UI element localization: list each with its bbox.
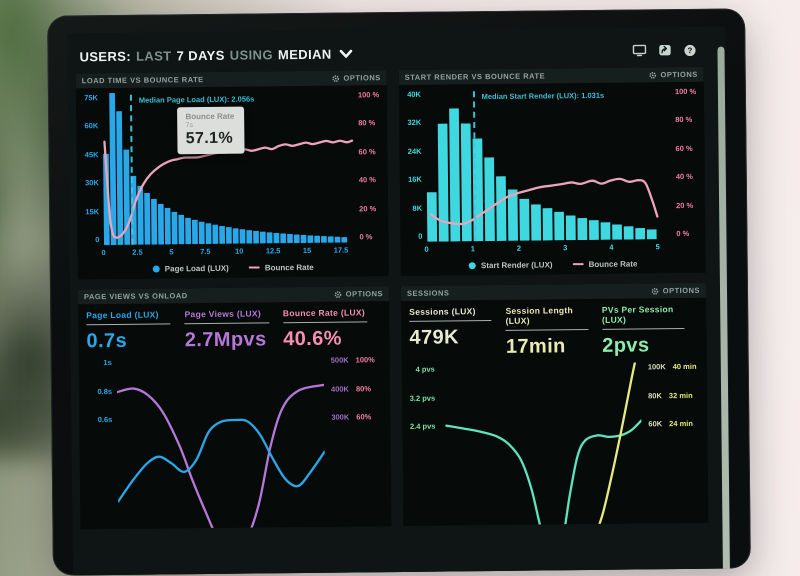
stat-label: Sessions (LUX) bbox=[409, 306, 491, 317]
load-time-histogram[interactable]: Median Page Load (LUX): 2.056s Bounce Ra… bbox=[102, 90, 355, 245]
stat-bounce-rate: Bounce Rate (LUX) 40.6% bbox=[283, 307, 382, 351]
gear-icon bbox=[334, 290, 342, 298]
title-using: USING bbox=[230, 47, 273, 62]
legend-start-render[interactable]: Start Render (LUX) bbox=[469, 260, 553, 270]
options-button[interactable]: OPTIONS bbox=[331, 73, 380, 83]
header-icon-group: ? bbox=[631, 42, 697, 59]
legend-line-icon bbox=[249, 266, 260, 268]
stat-pvs-per-session: PVs Per Session (LUX) 2pvs bbox=[602, 304, 699, 358]
legend-bounce-rate[interactable]: Bounce Rate bbox=[249, 262, 314, 272]
panel-title: LOAD TIME VS BOUNCE RATE bbox=[82, 75, 204, 85]
y-axis-right: 100 %80 %60 %40 %20 %0 % bbox=[670, 87, 706, 239]
options-button[interactable]: OPTIONS bbox=[651, 286, 700, 296]
legend-dot-icon bbox=[153, 265, 160, 272]
laptop: USERS: LAST 7 DAYS USING MEDIAN ? bbox=[47, 8, 751, 575]
gear-icon bbox=[331, 74, 339, 82]
gear-icon bbox=[651, 287, 659, 295]
stat-value: 17min bbox=[506, 335, 589, 359]
stat-label: Page Views (LUX) bbox=[184, 308, 268, 319]
panel-title: START RENDER VS BOUNCE RATE bbox=[405, 71, 545, 81]
chart-legend: Page Load (LUX) Bounce Rate bbox=[78, 256, 389, 279]
stat-underline bbox=[86, 323, 170, 325]
stat-underline bbox=[409, 320, 491, 322]
title-days: 7 DAYS bbox=[177, 47, 225, 63]
legend-bounce-rate[interactable]: Bounce Rate bbox=[572, 259, 637, 269]
stat-value: 2.7Mpvs bbox=[185, 328, 270, 352]
panel-header: START RENDER VS BOUNCE RATE OPTIONS bbox=[399, 67, 704, 85]
stat-underline bbox=[506, 329, 588, 331]
monitor-icon[interactable] bbox=[631, 42, 647, 58]
median-selector-dropdown[interactable]: USERS: LAST 7 DAYS USING MEDIAN bbox=[79, 46, 352, 64]
stat-page-load: Page Load (LUX) 0.7s bbox=[86, 309, 185, 353]
stat-session-length: Session Length (LUX) 17min bbox=[505, 305, 602, 359]
panel-sessions: SESSIONS OPTIONS Sessions (LUX) 479K Ses… bbox=[401, 283, 708, 526]
title-users: USERS: bbox=[79, 48, 131, 64]
stat-value: 0.7s bbox=[86, 329, 171, 353]
stat-label: PVs Per Session (LUX) bbox=[602, 304, 685, 325]
stat-label: Bounce Rate (LUX) bbox=[283, 307, 367, 318]
sessions-chart[interactable] bbox=[440, 362, 643, 525]
help-icon[interactable]: ? bbox=[681, 42, 697, 58]
stat-underline bbox=[602, 328, 684, 330]
legend-line-icon bbox=[573, 263, 584, 265]
stat-sessions: Sessions (LUX) 479K bbox=[409, 306, 506, 360]
stat-row: Page Load (LUX) 0.7s Page Views (LUX) 2.… bbox=[78, 301, 390, 355]
stat-underline bbox=[185, 322, 269, 324]
scrollbar[interactable] bbox=[717, 47, 730, 576]
stat-label: Session Length (LUX) bbox=[505, 305, 588, 326]
bounce-rate-tooltip: Bounce Rate 7s 57.1% bbox=[177, 107, 244, 155]
dashboard-screen: USERS: LAST 7 DAYS USING MEDIAN ? bbox=[67, 27, 731, 576]
share-icon[interactable] bbox=[656, 42, 672, 58]
start-render-histogram[interactable]: Median Start Render (LUX): 1.031s bbox=[425, 87, 672, 242]
options-button[interactable]: OPTIONS bbox=[334, 289, 383, 299]
title-median: MEDIAN bbox=[278, 46, 332, 62]
stat-page-views: Page Views (LUX) 2.7Mpvs bbox=[184, 308, 283, 352]
median-annotation: Median Page Load (LUX): 2.056s bbox=[139, 95, 255, 105]
panel-header: LOAD TIME VS BOUNCE RATE OPTIONS bbox=[76, 70, 387, 88]
panel-title: PAGE VIEWS VS ONLOAD bbox=[84, 291, 188, 301]
stat-label: Page Load (LUX) bbox=[86, 309, 170, 320]
stat-value: 479K bbox=[409, 326, 492, 350]
svg-text:?: ? bbox=[687, 46, 692, 55]
panel-page-views-vs-onload: PAGE VIEWS VS ONLOAD OPTIONS Page Load (… bbox=[78, 286, 391, 529]
page-views-onload-chart[interactable] bbox=[117, 356, 326, 529]
gear-icon bbox=[648, 71, 656, 79]
stat-underline bbox=[283, 321, 367, 323]
options-button[interactable]: OPTIONS bbox=[648, 70, 697, 80]
median-annotation: Median Start Render (LUX): 1.031s bbox=[482, 91, 605, 101]
chart-legend: Start Render (LUX) Bounce Rate bbox=[401, 253, 706, 276]
legend-dot-icon bbox=[469, 262, 476, 269]
chevron-down-icon bbox=[340, 46, 353, 61]
stat-value: 2pvs bbox=[602, 334, 685, 358]
stat-value: 40.6% bbox=[283, 327, 368, 351]
y-axis-right: 100 %80 %60 %40 %20 %0 % bbox=[353, 90, 389, 242]
panel-title: SESSIONS bbox=[407, 288, 449, 297]
stat-row: Sessions (LUX) 479K Session Length (LUX)… bbox=[401, 298, 707, 362]
legend-page-load[interactable]: Page Load (LUX) bbox=[153, 263, 229, 273]
title-last: LAST bbox=[136, 48, 172, 63]
